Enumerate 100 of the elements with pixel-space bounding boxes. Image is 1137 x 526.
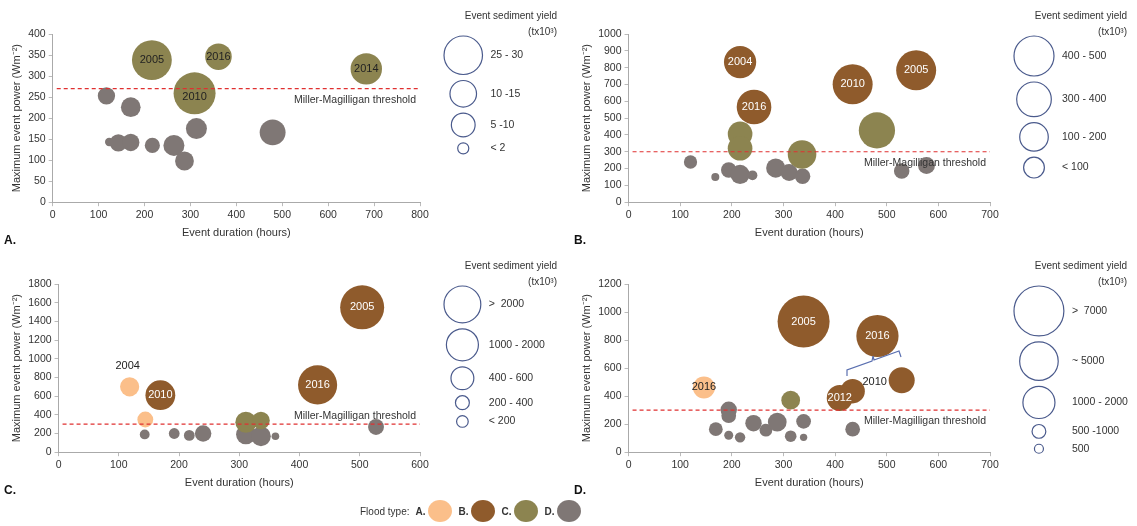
y-tick-label: 250 [28, 89, 46, 102]
annotation: 2005 [903, 63, 929, 76]
y-tick-label: 1600 [28, 295, 52, 308]
y-tick-label: 0 [615, 195, 622, 208]
legend-label: 1000 - 2000 [488, 337, 546, 350]
legend-label: 5 -10 [490, 117, 515, 130]
y-tick-label: 800 [34, 370, 52, 383]
y-tick-label: 800 [604, 60, 622, 73]
annotation: 2014 [354, 61, 379, 74]
annotation: 2004 [115, 358, 140, 371]
y-tick-label: 400 [28, 26, 46, 39]
legend-label: 400 - 500 [1062, 48, 1107, 61]
y-axis-title: Maximum event power (Wm⁻²) [9, 43, 22, 193]
annotation: 2016 [741, 100, 767, 113]
annotation: 2016 [865, 329, 890, 342]
x-axis-title: Event duration (hours) [181, 226, 291, 239]
y-tick-label: 0 [39, 195, 46, 208]
legend-label: > 2000 [488, 297, 525, 310]
y-tick-label: 300 [604, 144, 622, 157]
x-tick-label: 0 [55, 458, 62, 471]
x-tick-label: 700 [981, 208, 999, 221]
ref-line-label: Miller-Magilligan threshold [294, 409, 417, 422]
x-tick-label: 500 [273, 208, 292, 221]
legend-label: 500 [1071, 441, 1090, 454]
text: Flood type: [360, 505, 410, 517]
x-tick-label: 600 [929, 458, 948, 471]
y-tick-label: 350 [28, 47, 46, 60]
y-tick-label: 300 [28, 68, 46, 81]
x-tick-label: 0 [625, 458, 632, 471]
x-tick-label: 600 [319, 208, 338, 221]
legend-title: Event sediment yield (tx10³) [1033, 9, 1127, 39]
legend-label: 100 - 200 [1062, 129, 1107, 142]
x-axis-title: Event duration (hours) [754, 226, 864, 239]
y-tick-label: 1400 [28, 314, 52, 327]
legend-label: < 2 [490, 141, 506, 154]
text: A. [4, 233, 16, 247]
x-tick-label: 200 [170, 458, 188, 471]
y-tick-label: 400 [34, 407, 52, 420]
x-tick-label: 100 [671, 208, 690, 221]
y-tick-label: 500 [604, 110, 622, 123]
x-tick-label: 300 [774, 208, 793, 221]
y-tick-label: 1800 [28, 276, 52, 289]
y-tick-label: 1200 [28, 332, 52, 345]
annotation: 2016 [206, 49, 231, 62]
annotation: 2010 [862, 375, 887, 388]
y-axis-title: Maximum event power (Wm⁻²) [579, 293, 592, 443]
x-tick-label: 200 [723, 458, 741, 471]
y-tick-label: 700 [604, 77, 622, 90]
y-tick-label: 0 [45, 445, 52, 458]
x-tick-label: 200 [723, 208, 741, 221]
ref-line-label: Miller-Magilligan threshold [294, 92, 417, 105]
legend-label: 1000 - 2000 [1071, 395, 1129, 408]
text: B. [574, 233, 586, 247]
annotation: 2016 [305, 377, 330, 390]
legend-title: Event sediment yield (tx10³) [463, 259, 557, 289]
annotation: 2005 [139, 53, 165, 66]
y-tick-label: 1200 [598, 276, 622, 289]
annotation: 2010 [182, 90, 207, 103]
y-tick-label: 600 [604, 94, 622, 107]
legend-label: ~ 5000 [1071, 354, 1105, 367]
x-tick-label: 300 [181, 208, 200, 221]
y-tick-label: 50 [34, 174, 46, 187]
x-tick-label: 500 [350, 458, 369, 471]
x-axis-title: Event duration (hours) [754, 476, 864, 489]
y-tick-label: 150 [28, 132, 46, 145]
legend-label: 500 -1000 [1071, 424, 1120, 437]
annotation: 2004 [727, 55, 753, 68]
x-tick-label: 400 [826, 208, 845, 221]
annotation: 2010 [148, 388, 173, 401]
y-tick-label: 1000 [598, 26, 622, 39]
y-tick-label: 400 [604, 389, 622, 402]
x-tick-label: 200 [135, 208, 154, 221]
x-tick-label: 300 [774, 458, 793, 471]
annotation: 2005 [349, 300, 375, 313]
y-tick-label: 1000 [28, 351, 52, 364]
annotation: 2005 [791, 314, 816, 327]
x-tick-label: 700 [365, 208, 383, 221]
x-tick-label: 700 [981, 458, 999, 471]
y-tick-label: 800 [604, 332, 622, 345]
text: D. [574, 483, 586, 497]
x-tick-label: 400 [826, 458, 845, 471]
y-tick-label: 100 [28, 153, 46, 166]
x-tick-label: 100 [89, 208, 108, 221]
y-tick-label: 900 [604, 43, 622, 56]
ref-line-label: Miller-Magilligan threshold [864, 414, 987, 427]
x-tick-label: 500 [877, 208, 896, 221]
x-tick-label: 0 [625, 208, 632, 221]
y-axis-title: Maximum event power (Wm⁻²) [579, 43, 592, 193]
legend-label: < 100 [1062, 160, 1089, 173]
legend-label: B. [458, 505, 469, 517]
y-tick-label: 100 [604, 178, 622, 191]
y-axis-title: Maximum event power (Wm⁻²) [9, 293, 22, 443]
legend-title: Event sediment yield (tx10³) [1033, 259, 1127, 289]
legend-label: 10 -15 [490, 86, 521, 99]
y-tick-label: 1000 [598, 304, 622, 317]
y-tick-label: 200 [604, 417, 622, 430]
y-tick-label: 200 [28, 110, 46, 123]
legend-label: 400 - 600 [488, 371, 534, 384]
x-tick-label: 400 [290, 458, 309, 471]
legend-label: > 7000 [1071, 303, 1108, 316]
